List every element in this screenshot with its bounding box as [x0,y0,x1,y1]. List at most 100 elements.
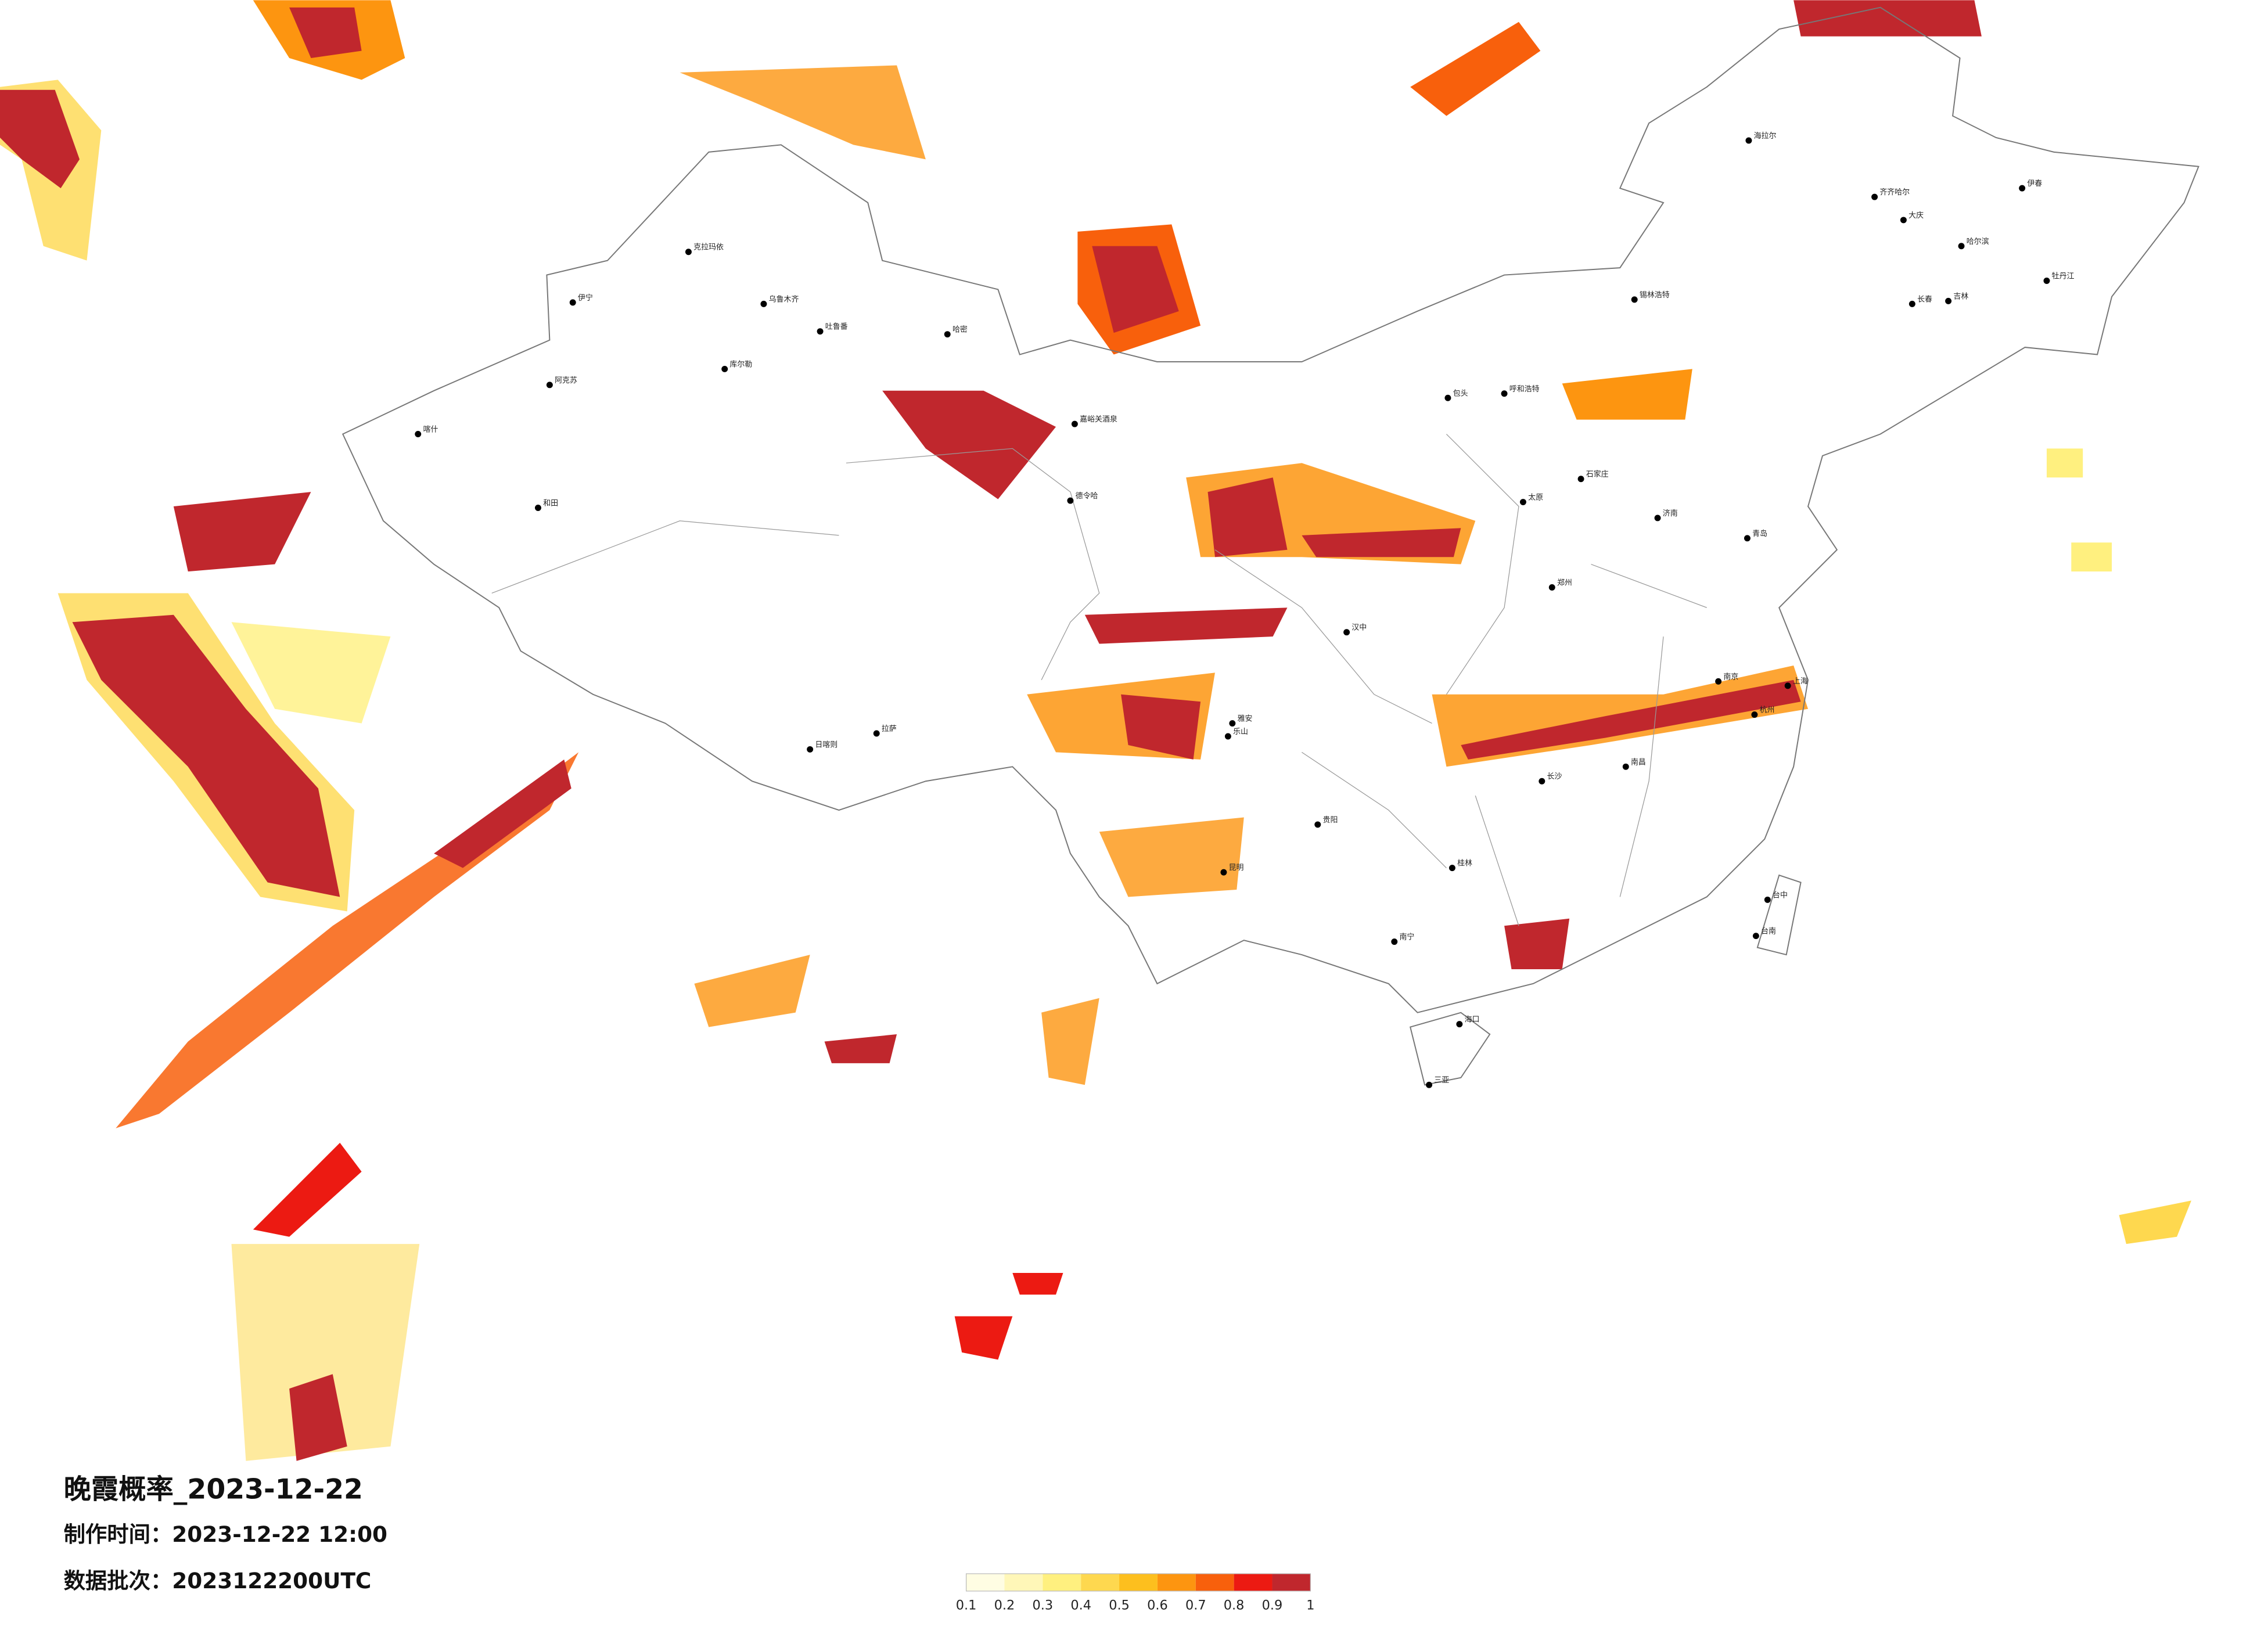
city-dot [1314,821,1321,828]
city-dot [1071,420,1078,427]
city-dot [1764,896,1771,903]
city-label: 齐齐哈尔 [1879,188,1910,197]
legend-tick-label: 0.9 [1262,1598,1283,1613]
city-label: 锡林浩特 [1640,291,1670,300]
city-dot [569,299,576,306]
city-dot [1456,1021,1463,1028]
city-label: 台中 [1773,891,1788,900]
city-dot [1745,137,1752,144]
city-dot [817,328,824,335]
city-label: 呼和浩特 [1509,385,1540,394]
city-dot [1622,763,1629,770]
borders [342,6,2199,1086]
city-label: 太原 [1528,494,1543,502]
legend-swatch [1043,1573,1081,1591]
legend-swatch [1081,1573,1120,1591]
city-dot [1444,394,1451,401]
legend-tick-label: 0.3 [1033,1598,1054,1613]
map-title: 晚霞概率_2023-12-22 [64,1473,363,1505]
city-label: 阿克苏 [555,376,577,385]
city-label: 台南 [1761,927,1776,936]
city-label: 南京 [1723,672,1738,681]
city-dot [415,431,422,437]
city-label: 喀什 [423,425,438,434]
city-dot [546,382,553,388]
city-dot [1548,584,1555,591]
legend-tick-label: 0.4 [1070,1598,1091,1613]
legend-tick-label: 0.1 [956,1598,977,1613]
city-label: 郑州 [1557,579,1572,588]
city-label: 哈密 [953,325,968,334]
city-dot [1654,515,1661,521]
city-dot [1631,296,1638,303]
city-dot [1501,390,1508,397]
city-dot [1391,938,1398,945]
legend-swatch [1157,1573,1196,1591]
city-label: 济南 [1663,509,1678,518]
city-label: 乐山 [1233,728,1248,736]
city-label: 上海 [1793,677,1808,686]
city-dot [807,746,814,753]
city-label: 汉中 [1352,624,1367,632]
city-label: 南宁 [1399,933,1414,942]
legend-tick-label: 0.2 [994,1598,1015,1613]
city-label: 长春 [1917,295,1932,304]
city-dot [1744,535,1751,542]
city-dot [1426,1081,1433,1088]
city-dot [1715,678,1722,685]
city-dot [1908,300,1915,307]
city-dot [1220,869,1227,876]
city-label: 包头 [1453,389,1468,398]
city-label: 日喀则 [815,740,838,749]
legend-swatch [1234,1573,1273,1591]
city-dot [1784,682,1791,689]
legend-swatch [1119,1573,1158,1591]
city-label: 乌鲁木齐 [769,294,799,304]
city-dot [1539,778,1545,785]
city-label: 克拉玛依 [693,243,724,252]
city-dot [721,365,728,372]
legend-tick-label: 0.6 [1147,1598,1168,1613]
city-label: 海拉尔 [1754,132,1777,141]
city-label: 昆明 [1229,864,1244,872]
city-label: 南昌 [1631,757,1646,767]
legend-swatch [1272,1573,1311,1591]
legend-swatch [966,1573,1005,1591]
city-dot [685,249,692,256]
city-label: 杭州 [1760,706,1775,715]
city-label: 桂林 [1457,859,1472,868]
city-dot [2043,278,2050,284]
legend-tick-label: 0.5 [1109,1598,1130,1613]
city-label: 伊春 [2027,179,2042,188]
legend: 0.1 0.2 0.3 0.4 0.5 0.6 0.7 0.8 0.9 1 [956,1573,1314,1613]
data-batch: 数据批次：2023122200UTC [64,1568,372,1593]
city-label: 三亚 [1434,1076,1449,1085]
city-dot [760,300,767,307]
city-dot [1343,629,1350,636]
legend-tick-label: 1 [1306,1598,1314,1613]
made-time: 制作时间：2023-12-22 12:00 [64,1521,387,1547]
legend-tick-label: 0.8 [1224,1598,1245,1613]
city-dot [873,730,880,737]
city-dot [1224,733,1231,740]
city-label: 吉林 [1953,292,1968,301]
city-dot [1871,193,1878,200]
legend-swatch [1195,1573,1234,1591]
city-dot [944,331,951,338]
city-label: 海口 [1465,1016,1480,1024]
city-dot [1751,711,1758,718]
city-label: 大庆 [1908,211,1924,220]
heatmap [0,0,2192,1461]
city-label: 石家庄 [1586,470,1609,479]
city-label: 伊宁 [578,293,593,303]
city-dot [534,505,541,511]
city-label: 长沙 [1547,772,1562,781]
city-dot [1577,476,1584,483]
city-label: 德令哈 [1076,492,1098,501]
city-label: 和田 [543,499,558,508]
city-label: 吐鲁番 [825,323,848,332]
legend-tick-label: 0.7 [1185,1598,1206,1613]
